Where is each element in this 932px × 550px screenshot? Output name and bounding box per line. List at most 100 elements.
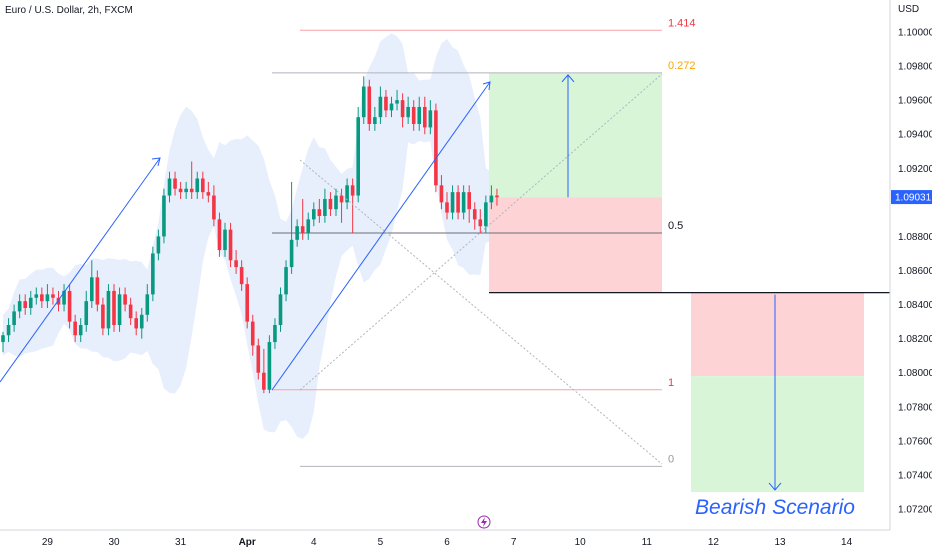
- candle-body: [356, 117, 360, 196]
- candle: [373, 106, 377, 131]
- candle-body: [134, 318, 138, 329]
- candle-body: [406, 106, 410, 118]
- candle-body: [428, 110, 433, 128]
- candle: [201, 171, 205, 199]
- candle-body: [73, 321, 77, 336]
- candle-body: [361, 86, 366, 118]
- candle: [167, 171, 172, 203]
- candle-body: [101, 304, 105, 329]
- candlestick-series: [1, 76, 499, 394]
- long-profit-zone: [489, 72, 662, 198]
- candle-body: [40, 294, 44, 302]
- candle-body: [178, 188, 183, 193]
- price-tick-label: 1.09400: [898, 130, 932, 141]
- candle-body: [278, 294, 283, 326]
- candle-body: [234, 260, 238, 268]
- candle: [273, 318, 277, 349]
- candle-body: [201, 178, 205, 193]
- fib-trend-dotted-2: [299, 73, 663, 391]
- candle-body: [123, 294, 127, 305]
- short-target-arrow-head: [768, 482, 782, 491]
- candle: [228, 222, 233, 268]
- candle: [134, 311, 138, 336]
- candle-body: [189, 188, 194, 193]
- trend-arrow-mid-head: [482, 81, 491, 91]
- candle: [411, 100, 416, 131]
- candle: [250, 314, 255, 356]
- candle-body: [445, 202, 449, 213]
- candle: [1, 331, 5, 353]
- candle-body: [173, 178, 177, 189]
- price-tick-label: 1.07400: [898, 470, 932, 481]
- candle: [145, 284, 150, 322]
- candle: [467, 185, 471, 223]
- candle-body: [184, 188, 188, 193]
- candle: [184, 181, 188, 199]
- candle-body: [145, 294, 150, 315]
- time-tick-label: Apr: [239, 537, 256, 548]
- price-tick-label: 1.09600: [898, 96, 932, 107]
- candle-body: [256, 345, 261, 373]
- candle: [34, 287, 39, 305]
- candle: [367, 79, 372, 131]
- candle-body: [467, 192, 471, 210]
- candle: [151, 246, 155, 302]
- short-profit-zone: [691, 376, 864, 492]
- candle-body: [423, 106, 427, 128]
- price-tick-label: 1.07800: [898, 402, 932, 413]
- candle-body: [389, 103, 394, 111]
- candle: [267, 335, 272, 394]
- candle-body: [478, 219, 483, 227]
- candle-body: [106, 290, 111, 329]
- candle-body: [78, 325, 83, 336]
- candle: [450, 185, 455, 220]
- candle: [245, 277, 249, 329]
- fib-trend-dotted-1: [299, 159, 663, 465]
- candle-body: [217, 219, 222, 251]
- candle: [284, 260, 288, 302]
- candle-body: [239, 267, 244, 285]
- candle: [212, 185, 216, 227]
- scenario-label: Bearish Scenario: [695, 496, 855, 519]
- short-loss-zone: [691, 292, 864, 377]
- lightning-icon[interactable]: [477, 515, 491, 529]
- candle: [40, 287, 44, 308]
- candle-body: [373, 117, 377, 124]
- candle: [472, 202, 477, 230]
- candle-body: [417, 106, 422, 124]
- candle-body: [378, 96, 383, 118]
- candle-body: [439, 185, 444, 203]
- candle-body: [450, 192, 455, 213]
- candle-body: [84, 301, 89, 326]
- candle: [234, 250, 238, 274]
- candle: [162, 188, 166, 244]
- fib-label-1-414: 1.414: [668, 17, 696, 29]
- time-axis[interactable]: 29 30 31 Apr 4 5 6 7 10 11 12 13 14: [42, 537, 853, 548]
- candle-body: [295, 226, 299, 240]
- candle: [206, 181, 211, 203]
- candle-body: [489, 195, 494, 203]
- price-axis[interactable]: 1.10000 1.09800 1.09600 1.09400 1.09200 1.088…: [898, 28, 932, 516]
- candle-body: [162, 195, 166, 237]
- candle-body: [12, 311, 16, 326]
- candle: [239, 260, 244, 291]
- candle-body: [17, 301, 22, 312]
- candle-body: [1, 335, 5, 343]
- candle-body: [484, 202, 488, 227]
- candle: [56, 290, 61, 312]
- candle-body: [345, 185, 349, 203]
- candle: [6, 318, 11, 343]
- candle: [289, 181, 294, 274]
- candle-body: [90, 277, 94, 302]
- current-price-value: 1.09031: [895, 193, 932, 204]
- candle-body: [328, 198, 333, 210]
- candle: [117, 287, 122, 332]
- candle: [128, 297, 133, 326]
- candle: [139, 307, 144, 339]
- candle: [90, 260, 94, 308]
- candle: [123, 287, 127, 312]
- candle-body: [51, 294, 55, 298]
- candle-body: [395, 100, 399, 104]
- candle-body: [300, 226, 305, 234]
